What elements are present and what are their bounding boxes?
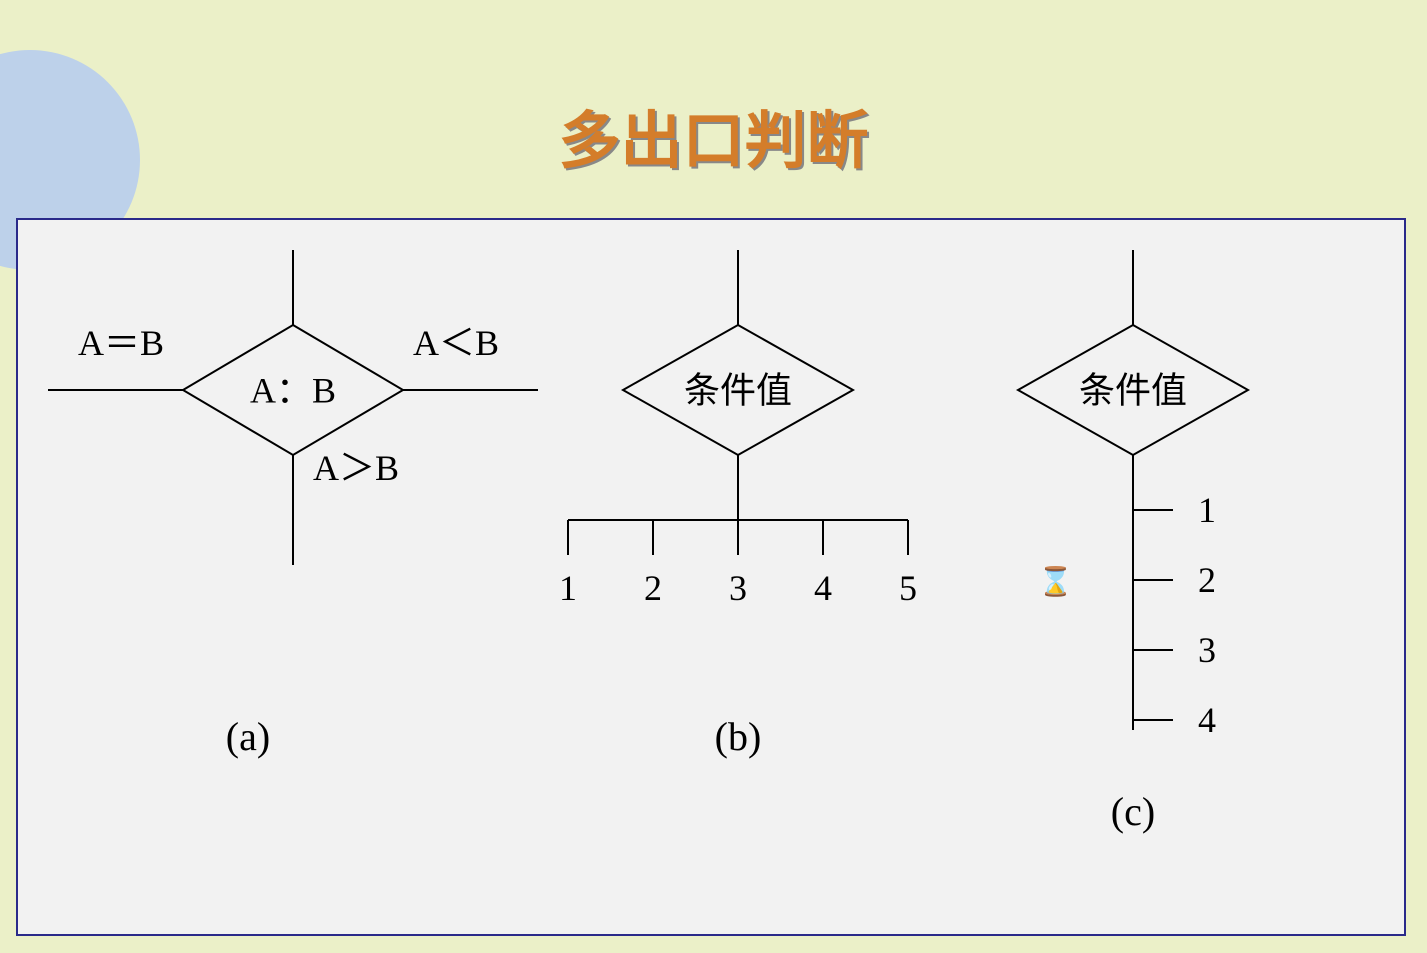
a-bottom-label: A＞B bbox=[313, 448, 399, 488]
a-right-label: A＜B bbox=[413, 323, 499, 363]
b-caption: (b) bbox=[715, 714, 762, 759]
b-branch-label-5: 5 bbox=[899, 568, 917, 608]
b-branch-label-4: 4 bbox=[814, 568, 832, 608]
b-branch-label-1: 1 bbox=[559, 568, 577, 608]
c-branch-label-4: 4 bbox=[1198, 700, 1216, 740]
flowchart-svg: A：B A＝B A＜B A＞B (a) 条件值 1 2 3 4 5 (b) 条件值 1 2… bbox=[18, 220, 1408, 938]
c-center-label: 条件值 bbox=[1079, 370, 1187, 410]
a-caption: (a) bbox=[226, 714, 270, 759]
b-branch-label-2: 2 bbox=[644, 568, 662, 608]
page-title: 多出口判断 bbox=[558, 90, 868, 180]
diagram-b: 条件值 1 2 3 4 5 (b) bbox=[559, 250, 917, 759]
a-center-label: A：B bbox=[250, 370, 336, 410]
c-branch-label-1: 1 bbox=[1198, 490, 1216, 530]
a-left-label: A＝B bbox=[78, 323, 164, 363]
c-branch-label-2: 2 bbox=[1198, 560, 1216, 600]
c-caption: (c) bbox=[1111, 789, 1155, 834]
c-branch-label-3: 3 bbox=[1198, 630, 1216, 670]
diagram-a: A：B A＝B A＜B A＞B (a) bbox=[48, 250, 538, 759]
diagram-c: 条件值 1 2 3 4 (c) bbox=[1018, 250, 1248, 834]
hourglass-icon: ⌛ bbox=[1038, 565, 1073, 599]
diagram-container: A：B A＝B A＜B A＞B (a) 条件值 1 2 3 4 5 (b) 条件值 1 2… bbox=[16, 218, 1406, 936]
b-center-label: 条件值 bbox=[684, 370, 792, 410]
b-branch-label-3: 3 bbox=[729, 568, 747, 608]
